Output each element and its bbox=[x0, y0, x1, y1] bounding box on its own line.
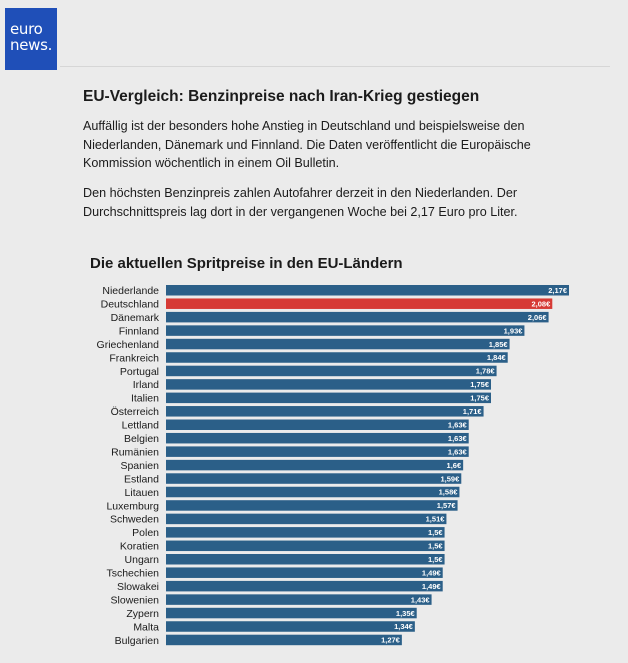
bar bbox=[166, 298, 553, 309]
category-label: Ungarn bbox=[125, 554, 160, 566]
bar bbox=[166, 540, 445, 552]
category-label: Italien bbox=[131, 393, 159, 405]
category-label: Lettland bbox=[122, 420, 160, 432]
article-paragraph-1: Auffällig ist der besonders hohe Anstieg… bbox=[83, 119, 531, 170]
value-label: 1,49€ bbox=[422, 582, 442, 591]
value-label: 1,84€ bbox=[487, 353, 507, 362]
value-label: 1,63€ bbox=[448, 420, 468, 429]
bar bbox=[166, 338, 510, 350]
value-label: 2,06€ bbox=[528, 313, 548, 322]
value-label: 1,63€ bbox=[448, 434, 468, 443]
bar bbox=[166, 365, 497, 377]
euronews-logo[interactable]: euro news. bbox=[5, 8, 57, 70]
value-label: 1,51€ bbox=[426, 515, 446, 524]
category-label: Litauen bbox=[125, 487, 160, 499]
bar bbox=[166, 352, 508, 363]
category-label: Österreich bbox=[111, 406, 160, 418]
fuel-price-bar-chart: Niederlande 2,17€ Deutschland 2,08€ Dänemark… bbox=[97, 285, 569, 647]
value-label: 2,17€ bbox=[548, 286, 568, 295]
category-label: Deutschland bbox=[101, 299, 160, 311]
bar bbox=[166, 432, 469, 444]
bar bbox=[166, 554, 445, 565]
value-label: 1,85€ bbox=[489, 340, 509, 349]
value-label: 1,75€ bbox=[470, 380, 490, 389]
header-divider bbox=[60, 66, 610, 67]
value-label: 1,5€ bbox=[428, 542, 443, 551]
value-label: 1,35€ bbox=[396, 609, 416, 618]
value-label: 1,5€ bbox=[428, 555, 443, 564]
value-label: 1,57€ bbox=[437, 501, 457, 510]
category-label: Niederlande bbox=[102, 285, 159, 297]
bar bbox=[166, 459, 464, 471]
category-label: Estland bbox=[124, 473, 159, 485]
bar bbox=[166, 607, 417, 619]
category-label: Slowenien bbox=[111, 594, 160, 606]
value-label: 1,93€ bbox=[504, 326, 524, 335]
value-label: 1,78€ bbox=[476, 367, 496, 376]
bar bbox=[166, 567, 443, 578]
category-label: Spanien bbox=[120, 460, 159, 472]
category-label: Frankreich bbox=[109, 352, 159, 364]
value-label: 1,49€ bbox=[422, 568, 442, 577]
article-paragraph-2: Den höchsten Benzinpreis zahlen Autofahr… bbox=[83, 186, 518, 219]
value-label: 1,75€ bbox=[470, 394, 490, 403]
bar bbox=[166, 392, 491, 404]
category-label: Finnland bbox=[119, 325, 159, 337]
category-label: Rumänien bbox=[111, 446, 159, 458]
bar bbox=[166, 446, 469, 457]
category-label: Schweden bbox=[110, 514, 159, 526]
category-label: Irland bbox=[133, 379, 159, 391]
bar bbox=[166, 486, 460, 498]
value-label: 1,71€ bbox=[463, 407, 483, 416]
bar bbox=[166, 285, 569, 296]
bar bbox=[166, 634, 402, 646]
category-label: Polen bbox=[132, 527, 159, 539]
value-label: 1,5€ bbox=[428, 528, 443, 537]
value-label: 2,08€ bbox=[532, 299, 552, 308]
category-label: Belgien bbox=[124, 433, 159, 445]
bar bbox=[166, 311, 549, 323]
category-label: Bulgarien bbox=[115, 635, 160, 647]
category-label: Slowakei bbox=[117, 581, 159, 593]
category-label: Zypern bbox=[126, 608, 159, 620]
bar bbox=[166, 621, 415, 632]
article-headline: EU-Vergleich: Benzinpreise nach Iran-Kri… bbox=[83, 88, 480, 105]
bar bbox=[166, 513, 447, 525]
chart-title: Die aktuellen Spritpreise in den EU-Länd… bbox=[90, 255, 403, 272]
category-label: Tschechien bbox=[106, 568, 159, 580]
value-label: 1,43€ bbox=[411, 595, 431, 604]
value-label: 1,58€ bbox=[439, 488, 459, 497]
category-label: Malta bbox=[133, 621, 159, 633]
category-label: Portugal bbox=[120, 366, 159, 378]
bar bbox=[166, 580, 443, 592]
value-label: 1,59€ bbox=[441, 474, 461, 483]
bar bbox=[166, 379, 491, 390]
value-label: 1,34€ bbox=[394, 622, 414, 631]
category-label: Luxemburg bbox=[106, 500, 159, 512]
bar bbox=[166, 527, 445, 538]
bar bbox=[166, 594, 432, 605]
bar bbox=[166, 406, 484, 417]
bar bbox=[166, 500, 458, 511]
value-label: 1,27€ bbox=[381, 636, 401, 645]
value-label: 1,6€ bbox=[447, 461, 462, 470]
logo-line-1: euro bbox=[10, 20, 43, 38]
bar bbox=[166, 419, 469, 430]
category-label: Dänemark bbox=[111, 312, 160, 324]
value-label: 1,63€ bbox=[448, 447, 468, 456]
bar bbox=[166, 473, 462, 484]
logo-line-2: news. bbox=[10, 36, 53, 54]
category-label: Griechenland bbox=[97, 339, 160, 351]
category-label: Koratien bbox=[120, 541, 159, 553]
bar bbox=[166, 325, 525, 336]
